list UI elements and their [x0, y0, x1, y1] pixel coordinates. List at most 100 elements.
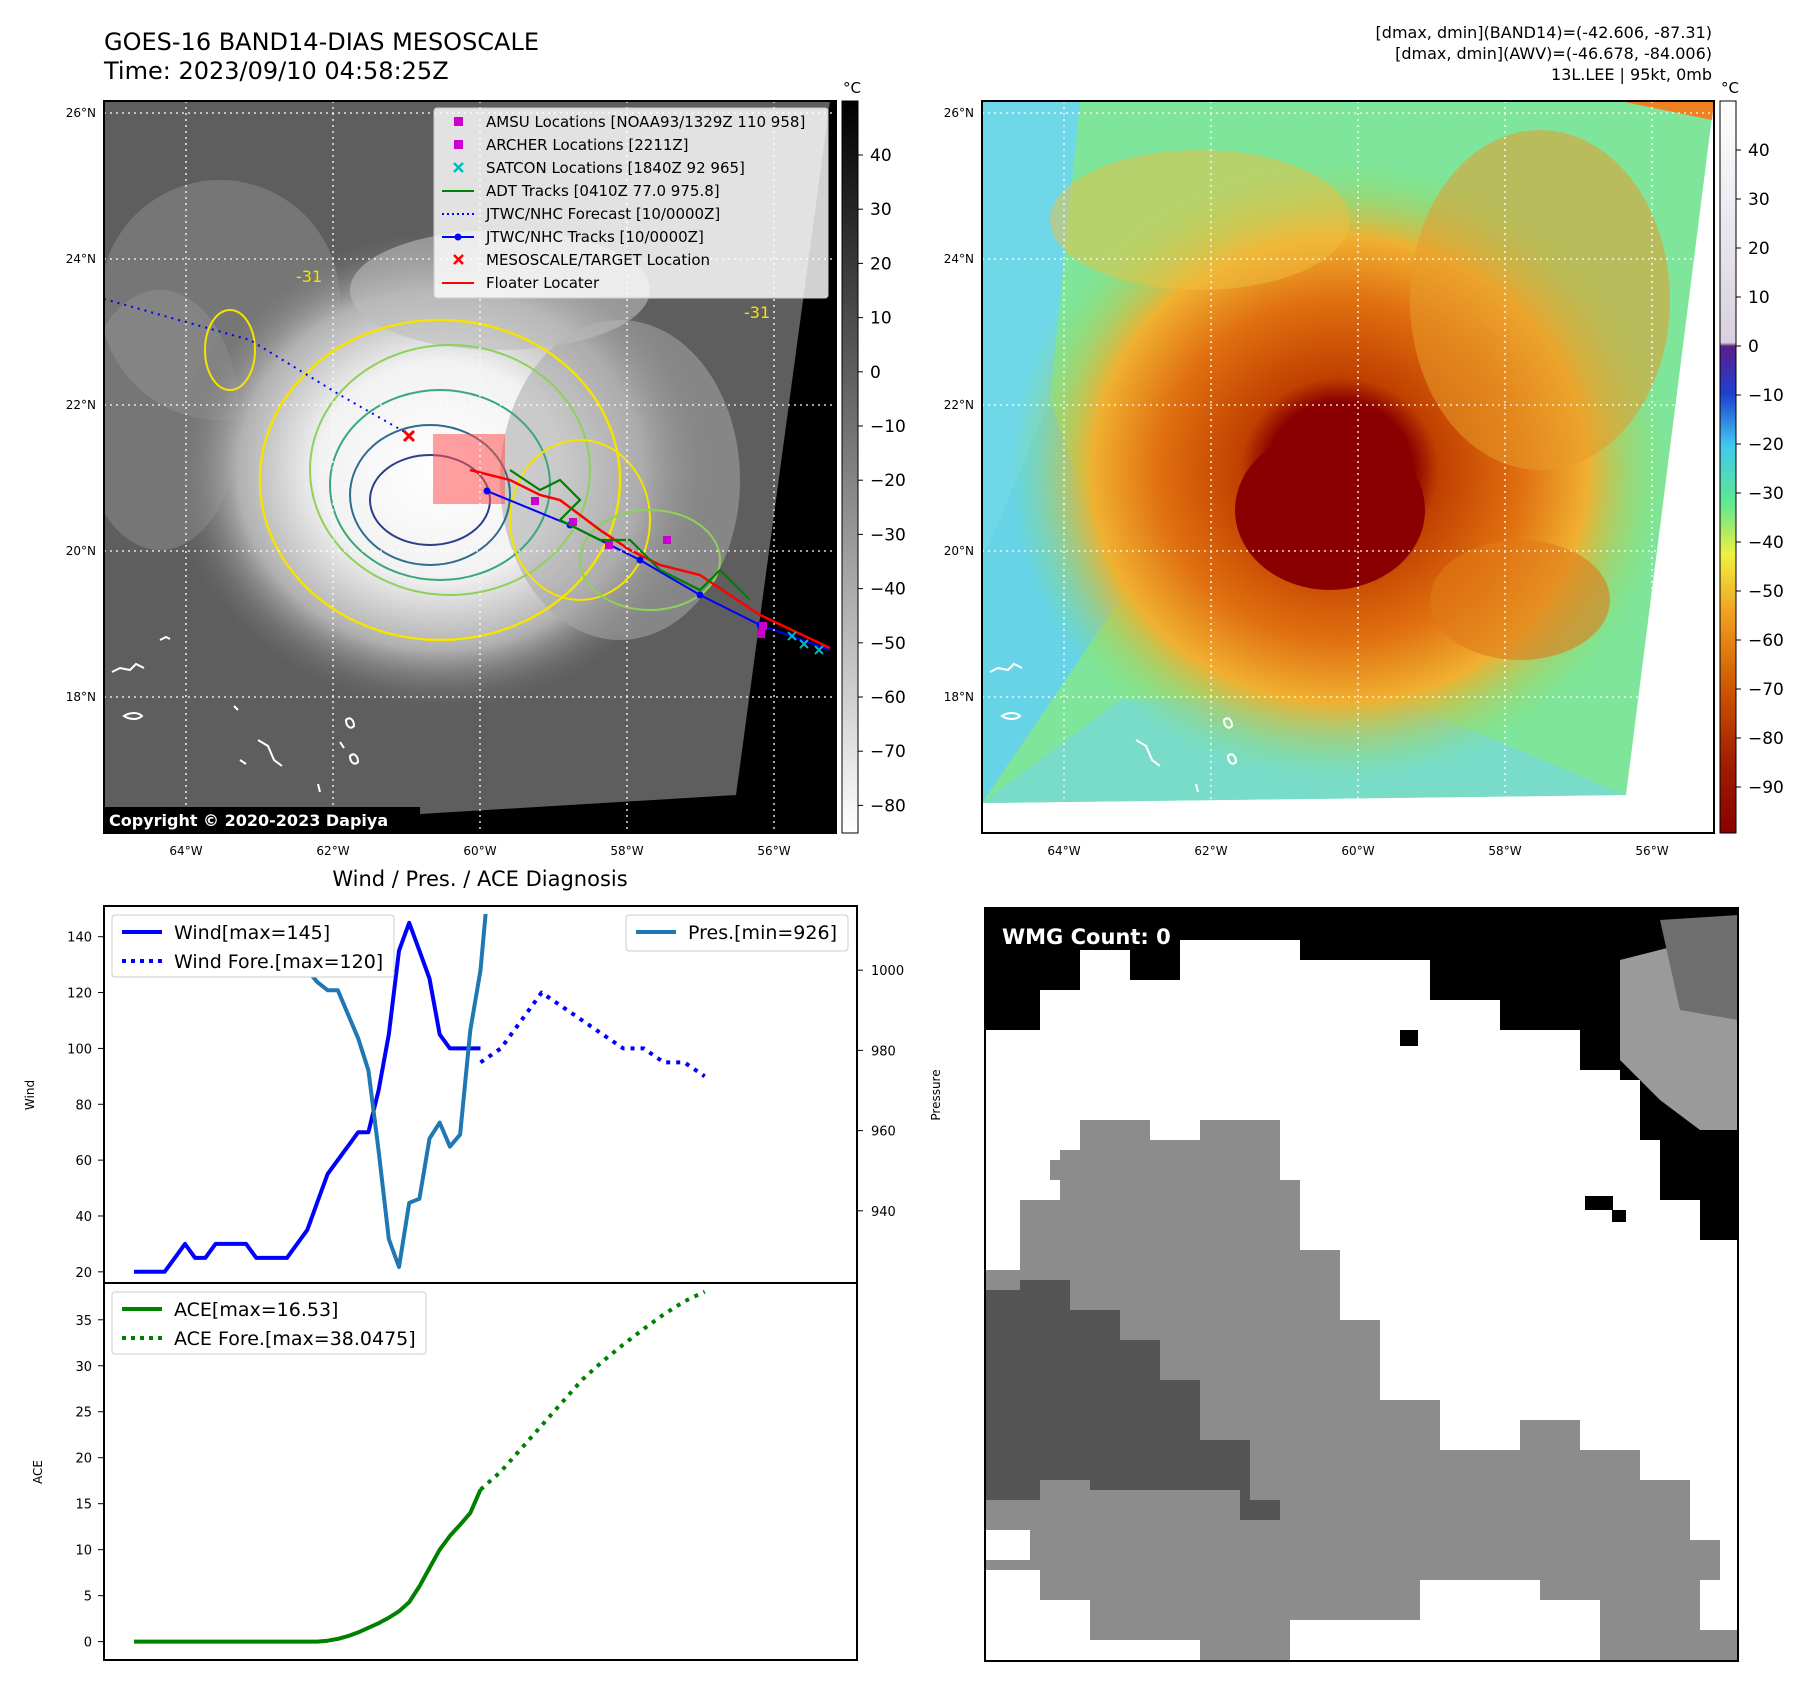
y-tick-label: 35	[75, 1314, 92, 1329]
legend-wind-forecast: Wind Fore.[max=120]	[174, 951, 383, 973]
legend-square-marker	[454, 117, 463, 126]
legend-ace: ACE[max=16.53]	[174, 1299, 338, 1321]
storm-tracks	[104, 298, 831, 655]
pressure-axis-label: Pressure	[929, 1069, 943, 1120]
y-tick-label: 10	[75, 1544, 92, 1559]
chart-title: Wind / Pres. / ACE Diagnosis	[332, 867, 627, 891]
legend-dot-marker	[454, 233, 462, 241]
legend-pressure: Pres.[min=926]	[688, 922, 837, 944]
lon-tick-label: 64°W	[1047, 844, 1080, 858]
legend-wind: Wind[max=145]	[174, 922, 330, 944]
wind-legend: Wind[max=145] Wind Fore.[max=120]	[111, 914, 395, 978]
y-tick-label: 5	[84, 1590, 92, 1605]
y2-tick-label: 980	[871, 1044, 896, 1059]
colorbar-tick-label: −40	[870, 580, 906, 600]
colorbar-tick-label: 0	[870, 363, 881, 383]
lat-tick-label: 26°N	[944, 106, 974, 120]
y-tick-label: 120	[67, 987, 92, 1002]
map-legend-entry: Floater Locater	[442, 274, 600, 292]
lon-tick-label: 58°W	[1488, 844, 1521, 858]
lon-tick-label: 62°W	[1194, 844, 1227, 858]
y-tick-label: 15	[75, 1498, 92, 1513]
colorbar-tick-label: −80	[1748, 729, 1784, 749]
y-tick-label: 0	[84, 1636, 92, 1651]
legend-entry-label: ADT Tracks [0410Z 77.0 975.8]	[486, 182, 720, 200]
colorbar-tick-label: 30	[1748, 190, 1770, 210]
contour-label-2: -31	[744, 303, 770, 322]
colorbar-tick-label: −80	[870, 796, 906, 816]
lat-tick-label: 26°N	[66, 106, 96, 120]
colorbar-tick-label: 0	[1748, 337, 1759, 357]
map-legend-entry: SATCON Locations [1840Z 92 965]	[453, 159, 745, 177]
color-colorbar-unit: °C	[1721, 79, 1739, 97]
y-tick-label: 80	[75, 1098, 92, 1113]
colorbar-tick-label: 20	[1748, 239, 1770, 259]
colorbar-tick-label: −50	[1748, 582, 1784, 602]
colorbar-tick-label: 40	[1748, 141, 1770, 161]
info-line1: [dmax, dmin](BAND14)=(-42.606, -87.31)	[1376, 23, 1712, 42]
lat-tick-label: 20°N	[66, 544, 96, 558]
lon-tick-label: 60°W	[1341, 844, 1374, 858]
map-legend-entry: JTWC/NHC Forecast [10/0000Z]	[442, 205, 720, 223]
colorbar-tick-label: −40	[1748, 533, 1784, 553]
legend-entry-label: Floater Locater	[486, 274, 600, 292]
colorbar-tick-label: −90	[1748, 778, 1784, 798]
y-tick-label: 60	[75, 1154, 92, 1169]
colorbar-tick-label: 20	[870, 254, 892, 274]
lat-tick-label: 18°N	[944, 690, 974, 704]
legend-ace-forecast: ACE Fore.[max=38.0475]	[174, 1328, 416, 1350]
legend-entry-label: JTWC/NHC Tracks [10/0000Z]	[485, 228, 704, 246]
ir-lat-ticks: 26°N 24°N 22°N 20°N 18°N	[66, 106, 96, 704]
colorbar-tick-label: 40	[870, 146, 892, 166]
lon-tick-label: 56°W	[757, 844, 790, 858]
lat-tick-label: 18°N	[66, 690, 96, 704]
legend-x-marker	[453, 254, 464, 265]
lat-tick-label: 22°N	[66, 398, 96, 412]
ace-axis-label: ACE	[31, 1460, 45, 1484]
color-lat-ticks: 26°N 24°N 22°N 20°N 18°N	[944, 106, 974, 704]
map-legend-entry: MESOSCALE/TARGET Location	[453, 251, 710, 269]
lat-tick-label: 22°N	[944, 398, 974, 412]
lon-tick-label: 58°W	[610, 844, 643, 858]
legend-entry-label: AMSU Locations [NOAA93/1329Z 110 958]	[486, 113, 805, 131]
ir-lon-ticks: 64°W 62°W 60°W 58°W 56°W	[169, 844, 790, 858]
colorbar-tick-label: −10	[1748, 386, 1784, 406]
y2-tick-label: 940	[871, 1205, 896, 1220]
map-title-line1: GOES-16 BAND14-DIAS MESOSCALE	[104, 28, 539, 56]
ace-legend: ACE[max=16.53] ACE Fore.[max=38.0475]	[111, 1291, 427, 1355]
colorbar-tick-label: −30	[1748, 484, 1784, 504]
legend-entry-label: JTWC/NHC Forecast [10/0000Z]	[485, 205, 720, 223]
y-tick-label: 25	[75, 1406, 92, 1421]
enhanced-ir-map	[982, 101, 1714, 833]
series-line	[479, 1289, 706, 1492]
map-legend-entry: ADT Tracks [0410Z 77.0 975.8]	[442, 182, 720, 200]
coastlines	[111, 635, 360, 793]
colorbar-tick-label: 10	[870, 309, 892, 329]
series-line	[479, 990, 706, 1078]
lat-tick-label: 24°N	[944, 252, 974, 266]
y-tick-label: 140	[67, 931, 92, 946]
colorbar-tick-label: 30	[870, 200, 892, 220]
info-line3: 13L.LEE | 95kt, 0mb	[1551, 65, 1712, 84]
lon-tick-label: 60°W	[463, 844, 496, 858]
lon-tick-label: 56°W	[1635, 844, 1668, 858]
y2-tick-label: 1000	[871, 964, 904, 979]
wmg-panel: WMG Count: 0	[984, 907, 1739, 1662]
y-tick-label: 20	[75, 1266, 92, 1281]
y2-tick-label: 960	[871, 1125, 896, 1140]
y-tick-label: 20	[75, 1452, 92, 1467]
color-gridlines	[982, 101, 1714, 833]
ir-colorbar-unit: °C	[843, 79, 861, 97]
y-tick-label: 30	[75, 1360, 92, 1375]
lat-tick-label: 24°N	[66, 252, 96, 266]
colorbar-tick-label: −20	[870, 471, 906, 491]
mesoscale-box	[433, 434, 505, 504]
legend-entry-label: SATCON Locations [1840Z 92 965]	[486, 159, 745, 177]
wind-axis-label: Wind	[23, 1080, 37, 1110]
map-legend: AMSU Locations [NOAA93/1329Z 110 958] ARC…	[433, 107, 829, 299]
colorbar-tick-label: −70	[1748, 680, 1784, 700]
pressure-legend: Pres.[min=926]	[625, 914, 849, 952]
wmg-count-label: WMG Count: 0	[1002, 925, 1171, 949]
map-legend-entry: JTWC/NHC Tracks [10/0000Z]	[442, 228, 704, 246]
